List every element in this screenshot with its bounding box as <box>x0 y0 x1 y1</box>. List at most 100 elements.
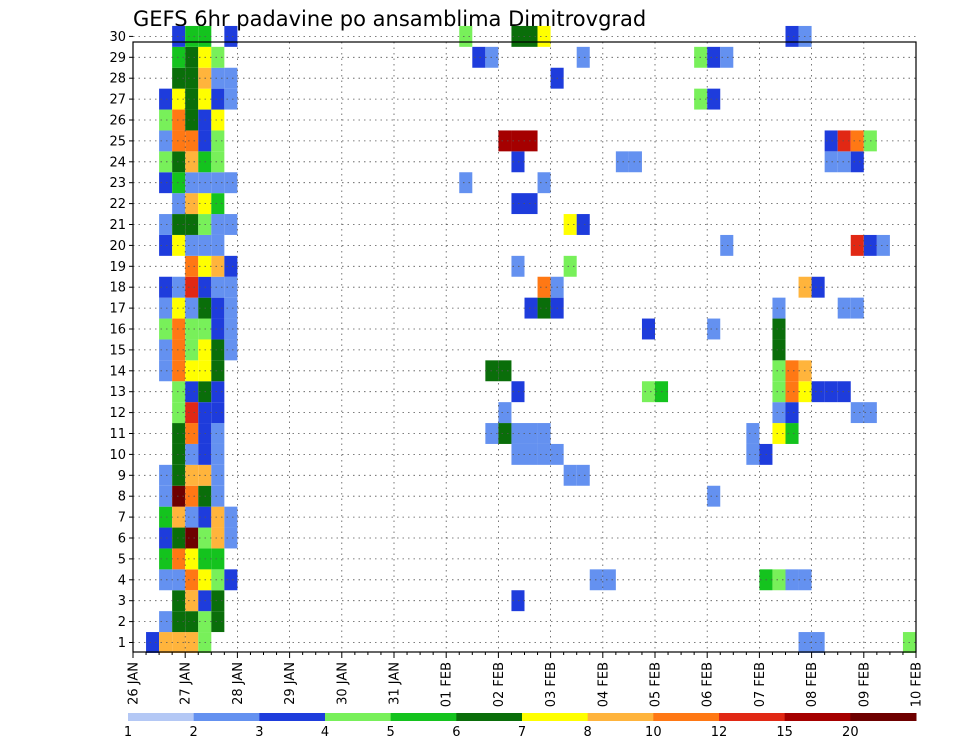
cell-m19-t6 <box>211 255 225 277</box>
colorbar-swatch-8 <box>587 713 654 721</box>
cell-m14-t49 <box>772 360 786 382</box>
cell-m3-t4 <box>185 590 199 612</box>
cell-m20-t6 <box>211 234 225 256</box>
cell-m13-t39 <box>641 381 655 403</box>
cell-m17-t7 <box>224 297 238 319</box>
cell-m5-t4 <box>185 548 199 570</box>
cell-m14-t2 <box>159 360 173 382</box>
colorbar-swatch-5 <box>390 713 457 721</box>
cell-m11-t50 <box>785 423 799 444</box>
cell-m4-t7 <box>224 569 238 591</box>
cell-m23-t7 <box>224 172 238 194</box>
grid-lines <box>132 36 917 652</box>
ytick-label-17: 17 <box>109 302 126 317</box>
colorbar-label-10: 10 <box>645 725 662 740</box>
cell-m5-t6 <box>211 548 225 570</box>
cell-m10-t6 <box>211 443 225 465</box>
ytick-label-18: 18 <box>109 281 126 296</box>
cell-m12-t28 <box>498 402 512 424</box>
cell-m2-t3 <box>172 611 186 633</box>
cell-m9-t4 <box>185 464 199 486</box>
cell-m16-t7 <box>224 318 238 340</box>
xtick-label-2: 28 JAN <box>231 662 246 705</box>
cell-m25-t3 <box>172 130 186 152</box>
xtick-label-6: 01 FEB <box>440 662 455 707</box>
cell-m4-t49 <box>772 569 786 591</box>
cell-m8-t44 <box>707 485 721 507</box>
ytick-label-26: 26 <box>109 114 126 129</box>
cell-m21-t7 <box>224 214 238 235</box>
ytick-label-28: 28 <box>109 72 126 87</box>
cell-m3-t29 <box>511 590 525 612</box>
cell-m2-t4 <box>185 611 199 633</box>
cell-m19-t29 <box>511 255 525 277</box>
ytick-label-24: 24 <box>109 155 126 170</box>
cell-m21-t2 <box>159 214 173 235</box>
cell-m20-t3 <box>172 234 186 256</box>
cell-m11-t6 <box>211 423 225 444</box>
cell-m7-t7 <box>224 506 238 528</box>
cell-m4-t3 <box>172 569 186 591</box>
cell-m13-t53 <box>824 381 838 403</box>
xtick-label-8: 03 FEB <box>544 662 559 707</box>
cell-m25-t30 <box>524 130 538 152</box>
colorbar-label-1: 1 <box>124 725 132 740</box>
cell-m16-t4 <box>185 318 199 340</box>
ytick-label-22: 22 <box>109 197 126 212</box>
ytick-label-11: 11 <box>109 427 126 442</box>
cell-m15-t4 <box>185 339 199 361</box>
cell-m26-t2 <box>159 109 173 131</box>
cell-m30-t4 <box>185 25 199 47</box>
ytick-label-21: 21 <box>109 218 126 233</box>
cell-m11-t28 <box>498 423 512 444</box>
cell-m29-t34 <box>576 46 590 68</box>
cell-m6-t6 <box>211 527 225 549</box>
cell-m26-t3 <box>172 109 186 131</box>
cell-m8-t2 <box>159 485 173 507</box>
cell-m30-t31 <box>537 25 551 47</box>
cell-m16-t49 <box>772 318 786 340</box>
xtick-label-11: 06 FEB <box>701 662 716 707</box>
cell-m15-t7 <box>224 339 238 361</box>
colorbar: 1 2 3 4 5 6 7 8 10 12 15 20 <box>124 713 917 740</box>
cell-m26-t6 <box>211 109 225 131</box>
cell-m24-t38 <box>628 151 642 173</box>
cell-m30-t25 <box>459 25 473 47</box>
cell-m1-t4 <box>185 632 199 653</box>
colorbar-swatch-9 <box>653 713 720 721</box>
cell-m17-t3 <box>172 297 186 319</box>
cell-m18-t7 <box>224 276 238 298</box>
xtick-label-14: 09 FEB <box>857 662 872 707</box>
cell-m10-t47 <box>746 443 760 465</box>
ytick-label-25: 25 <box>109 134 126 149</box>
cell-m19-t33 <box>563 255 577 277</box>
cell-m12-t50 <box>785 402 799 424</box>
cell-m11-t29 <box>511 423 525 444</box>
colorbar-label-15: 15 <box>776 725 793 740</box>
cell-m11-t31 <box>537 423 551 444</box>
cell-m6-t4 <box>185 527 199 549</box>
cell-m14-t4 <box>185 360 199 382</box>
cell-m20-t45 <box>720 234 734 256</box>
cell-m23-t4 <box>185 172 199 194</box>
cell-m4-t36 <box>602 569 616 591</box>
cell-m4-t2 <box>159 569 173 591</box>
cell-m13-t50 <box>785 381 799 403</box>
cell-m9-t34 <box>576 464 590 486</box>
cell-m25-t28 <box>498 130 512 152</box>
cell-m8-t3 <box>172 485 186 507</box>
cell-m25-t4 <box>185 130 199 152</box>
ytick-label-3: 3 <box>118 594 126 609</box>
cell-m9-t3 <box>172 464 186 486</box>
cell-m10-t3 <box>172 443 186 465</box>
cell-m24-t55 <box>850 151 864 173</box>
cell-m29-t45 <box>720 46 734 68</box>
xtick-label-13: 08 FEB <box>805 662 820 707</box>
colorbar-label-2: 2 <box>190 725 198 740</box>
ytick-label-27: 27 <box>109 93 126 108</box>
colorbar-label-20: 20 <box>842 725 859 740</box>
cell-m18-t6 <box>211 276 225 298</box>
xtick-label-10: 05 FEB <box>649 662 664 707</box>
cell-m24-t3 <box>172 151 186 173</box>
